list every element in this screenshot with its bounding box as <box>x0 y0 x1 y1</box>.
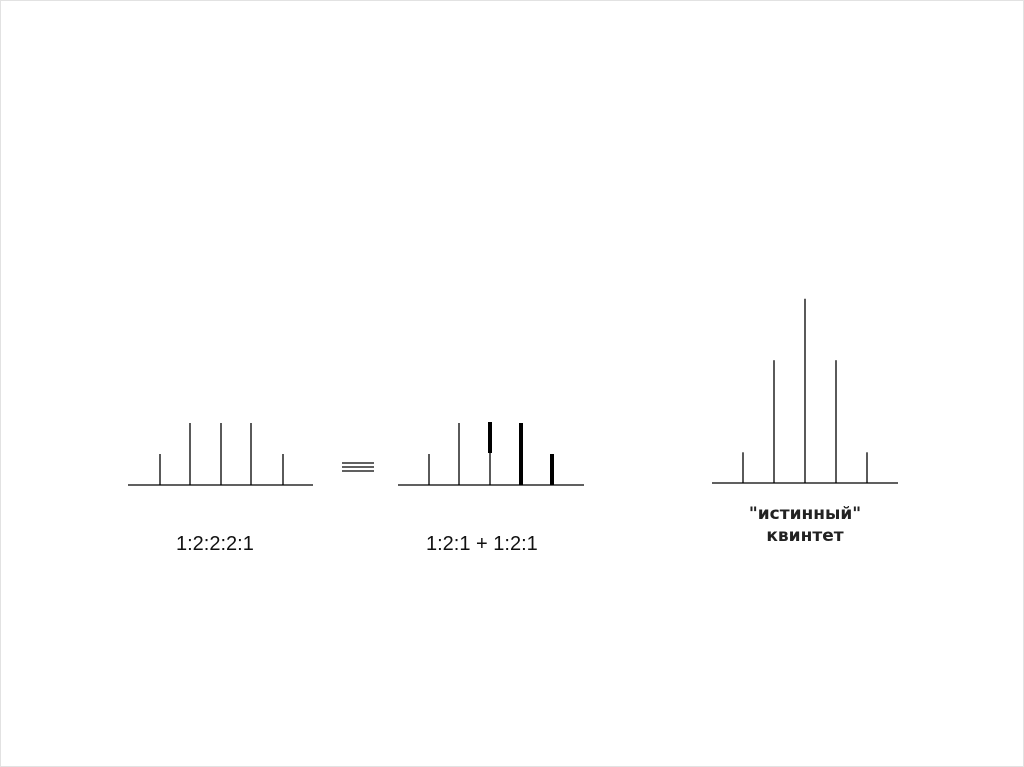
multiplet-c <box>712 298 898 484</box>
ratio-label-a: 1:2:2:2:1 <box>176 533 254 555</box>
equivalence-sign <box>342 462 374 472</box>
true-quintet-caption: "истинный" квинтет <box>715 503 895 547</box>
ratio-label-b: 1:2:1 + 1:2:1 <box>426 533 538 555</box>
multiplet-b <box>398 422 584 486</box>
caption-line-1: "истинный" <box>748 504 862 524</box>
multiplet-a <box>128 423 313 486</box>
caption-line-2: квинтет <box>766 526 844 546</box>
